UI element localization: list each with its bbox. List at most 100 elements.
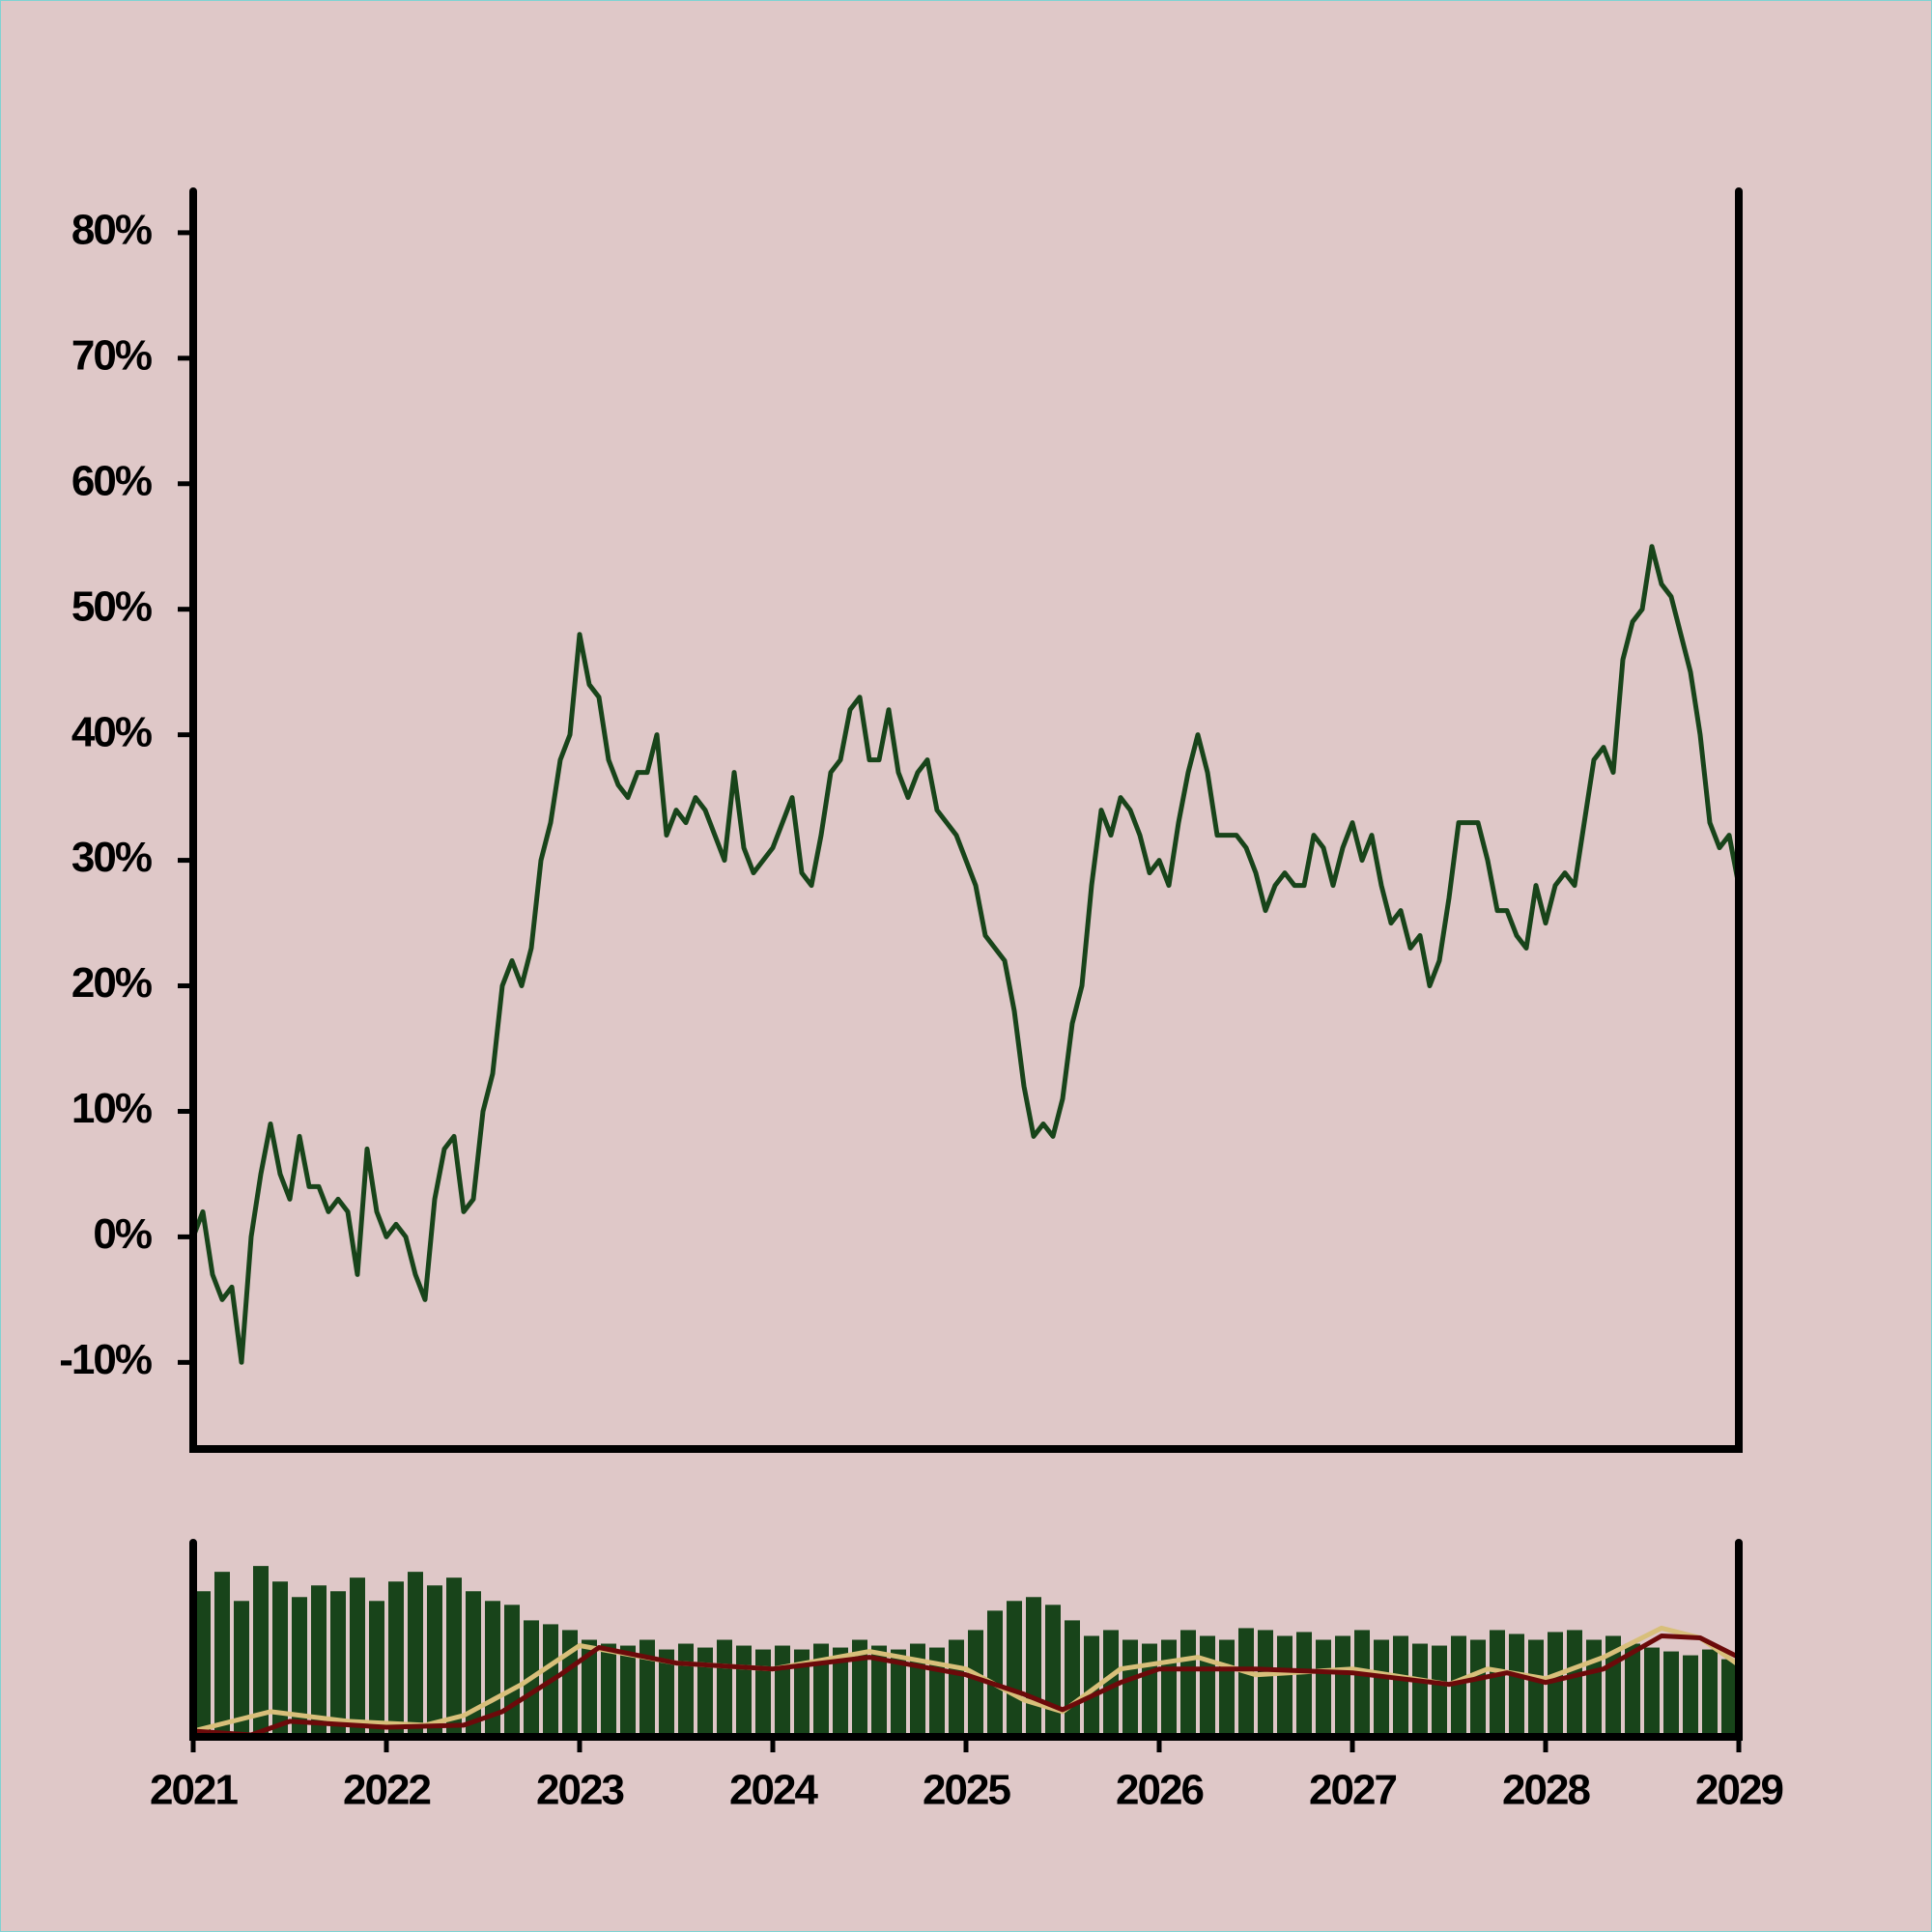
- bar: [466, 1591, 481, 1737]
- bar: [1103, 1630, 1119, 1737]
- bar: [1451, 1635, 1466, 1737]
- bar: [871, 1645, 887, 1737]
- bar: [1007, 1601, 1022, 1737]
- y-tick-label: 60%: [71, 457, 152, 504]
- x-tick-label: 2022: [343, 1767, 430, 1814]
- bar: [852, 1639, 867, 1737]
- bar: [891, 1649, 906, 1737]
- bar: [1200, 1635, 1215, 1737]
- y-tick-label: 40%: [71, 708, 152, 755]
- bar: [833, 1647, 848, 1737]
- x-tick-label: 2023: [536, 1767, 623, 1814]
- bar: [813, 1643, 829, 1737]
- bar: [659, 1649, 674, 1737]
- bar: [639, 1639, 655, 1737]
- x-tick-label: 2029: [1695, 1767, 1782, 1814]
- bar: [292, 1597, 307, 1737]
- bar: [1238, 1628, 1254, 1737]
- bar: [1180, 1630, 1196, 1737]
- bar: [408, 1572, 423, 1737]
- bar: [1142, 1643, 1157, 1737]
- bar: [446, 1577, 462, 1737]
- bar: [1528, 1639, 1544, 1737]
- bar: [214, 1572, 230, 1737]
- bar: [350, 1577, 365, 1737]
- moving-average: [192, 1634, 1741, 1738]
- bar: [1277, 1635, 1293, 1737]
- bar: [717, 1639, 732, 1737]
- bar: [601, 1643, 616, 1737]
- bar: [1721, 1659, 1737, 1737]
- bar: [1393, 1635, 1408, 1737]
- bar: [195, 1591, 211, 1737]
- bar: [755, 1649, 771, 1737]
- bar: [1026, 1597, 1041, 1737]
- bar: [1432, 1645, 1447, 1737]
- bar: [330, 1591, 346, 1737]
- x-tick-label: 2024: [729, 1767, 818, 1814]
- bar: [369, 1601, 384, 1737]
- bar: [1702, 1649, 1718, 1737]
- bar: [1412, 1643, 1428, 1737]
- bar: [1045, 1605, 1061, 1737]
- bar: [1316, 1639, 1331, 1737]
- bar: [987, 1610, 1003, 1737]
- bar: [1122, 1639, 1138, 1737]
- y-tick-label: -10%: [59, 1336, 152, 1383]
- y-tick-label: 70%: [71, 331, 152, 379]
- axis-frame: [189, 187, 1743, 1453]
- bar: [697, 1647, 713, 1737]
- x-tick-label: 2021: [150, 1767, 238, 1814]
- y-tick-label: 10%: [71, 1085, 152, 1132]
- bar: [1567, 1630, 1582, 1737]
- y-tick-label: 0%: [93, 1210, 151, 1258]
- bar: [1374, 1639, 1389, 1737]
- x-tick-label: 2025: [923, 1767, 1010, 1814]
- bar: [1548, 1632, 1563, 1737]
- bar: [1258, 1630, 1273, 1737]
- x-tick-label: 2026: [1116, 1767, 1203, 1814]
- y-tick-label: 30%: [71, 834, 152, 881]
- axis-frame: [189, 1539, 1743, 1741]
- bar: [1219, 1639, 1235, 1737]
- bar: [620, 1645, 636, 1737]
- bar: [678, 1643, 694, 1737]
- bar: [1586, 1639, 1602, 1737]
- x-tick-label: 2027: [1309, 1767, 1396, 1814]
- bar: [1490, 1630, 1505, 1737]
- bar: [1470, 1639, 1486, 1737]
- bar: [1296, 1632, 1312, 1737]
- bar: [582, 1639, 597, 1737]
- bar: [775, 1645, 790, 1737]
- bar: [1644, 1647, 1660, 1737]
- bar: [1663, 1651, 1679, 1737]
- bar: [794, 1649, 810, 1737]
- y-tick-label: 80%: [71, 207, 152, 254]
- bar: [234, 1601, 249, 1737]
- bar: [968, 1630, 983, 1737]
- y-tick-label: 50%: [71, 582, 152, 630]
- bar: [427, 1585, 442, 1737]
- bar: [736, 1645, 752, 1737]
- bar: [1335, 1635, 1350, 1737]
- moving-average: [192, 1625, 1741, 1734]
- bar: [1625, 1643, 1640, 1737]
- y-tick-label: 20%: [71, 959, 152, 1007]
- bar: [311, 1585, 327, 1737]
- bar: [1683, 1655, 1698, 1737]
- bar: [253, 1566, 269, 1737]
- x-tick-label: 2028: [1502, 1767, 1590, 1814]
- bar: [272, 1581, 288, 1737]
- bar: [1509, 1634, 1524, 1737]
- bar: [1161, 1639, 1177, 1737]
- bar: [388, 1581, 404, 1737]
- bar: [1354, 1630, 1370, 1737]
- bar: [949, 1639, 964, 1737]
- line: [190, 544, 1742, 1365]
- bar: [1065, 1620, 1080, 1737]
- bar: [504, 1605, 520, 1737]
- bar: [1084, 1635, 1099, 1737]
